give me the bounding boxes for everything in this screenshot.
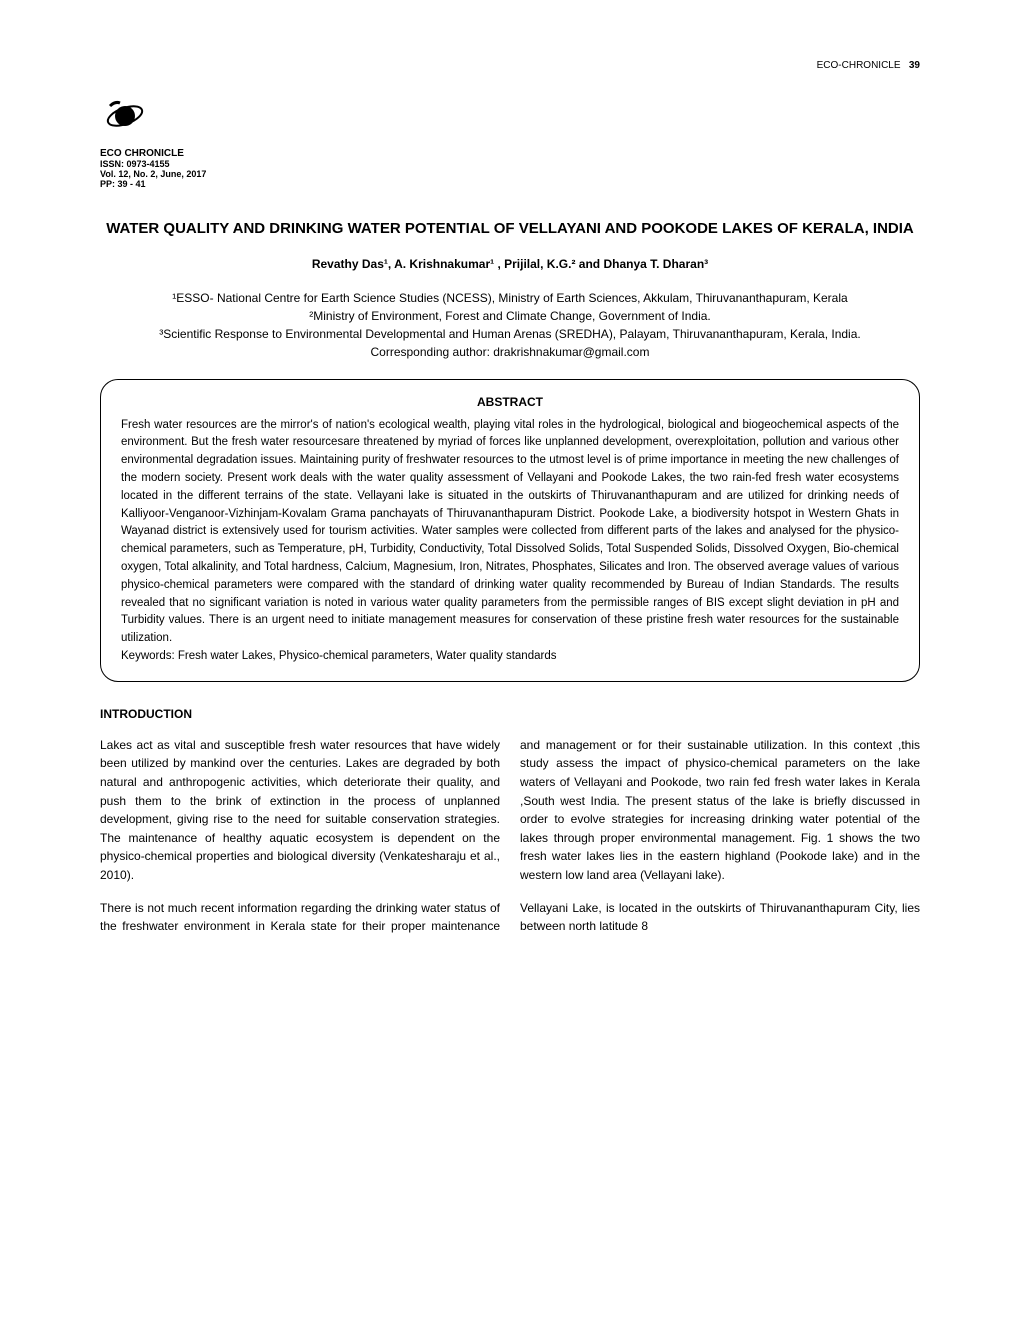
abstract-keywords: Keywords: Fresh water Lakes, Physico-che… <box>121 650 556 662</box>
journal-pages: PP: 39 - 41 <box>100 179 920 189</box>
journal-issn: ISSN: 0973-4155 <box>100 159 920 169</box>
affiliation-3: ³Scientific Response to Environmental De… <box>100 325 920 343</box>
running-header: ECO-CHRONICLE 39 <box>100 60 920 71</box>
intro-paragraph-1: Lakes act as vital and susceptible fresh… <box>100 736 500 885</box>
article-title: WATER QUALITY AND DRINKING WATER POTENTI… <box>100 219 920 239</box>
abstract-text-content: Fresh water resources are the mirror's o… <box>121 419 899 645</box>
journal-name-header: ECO-CHRONICLE <box>817 60 901 71</box>
journal-name: ECO CHRONICLE <box>100 148 920 159</box>
corresponding-author: Corresponding author: drakrishnakumar@gm… <box>100 343 920 361</box>
page-number: 39 <box>909 60 920 71</box>
introduction-heading: INTRODUCTION <box>100 707 920 721</box>
affiliation-1: ¹ESSO- National Centre for Earth Science… <box>100 289 920 307</box>
affiliations-block: ¹ESSO- National Centre for Earth Science… <box>100 289 920 361</box>
journal-volume: Vol. 12, No. 2, June, 2017 <box>100 169 920 179</box>
intro-paragraph-3: Vellayani Lake, is located in the outski… <box>520 899 920 936</box>
journal-info-block: ECO CHRONICLE ISSN: 0973-4155 Vol. 12, N… <box>100 91 920 189</box>
abstract-container: ABSTRACT Fresh water resources are the m… <box>100 379 920 682</box>
abstract-body: Fresh water resources are the mirror's o… <box>121 417 899 666</box>
authors-list: Revathy Das¹, A. Krishnakumar¹ , Prijila… <box>100 257 920 271</box>
abstract-heading: ABSTRACT <box>121 395 899 409</box>
journal-logo-icon <box>100 91 150 141</box>
introduction-body: Lakes act as vital and susceptible fresh… <box>100 736 920 943</box>
affiliation-2: ²Ministry of Environment, Forest and Cli… <box>100 307 920 325</box>
